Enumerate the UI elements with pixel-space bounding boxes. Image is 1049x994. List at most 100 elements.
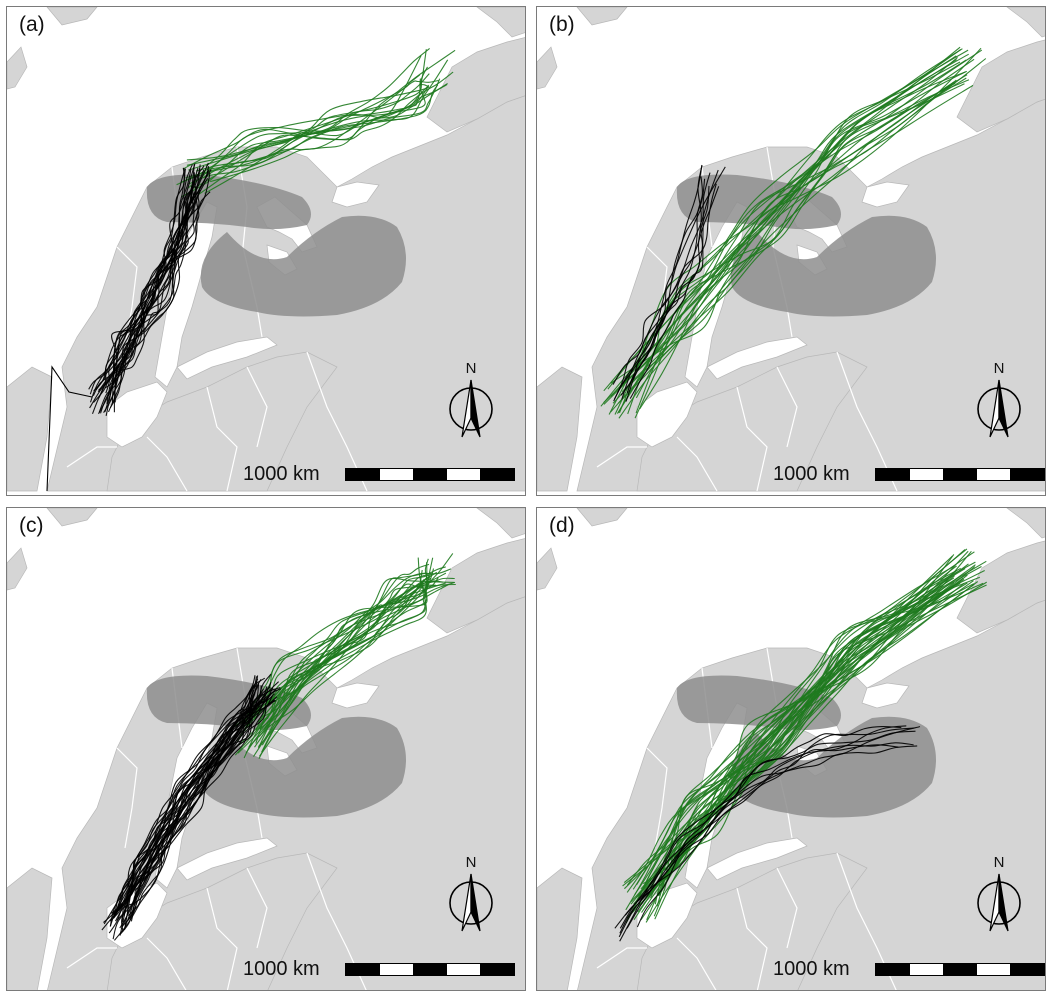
map-svg	[537, 508, 1045, 990]
country-border	[66, 446, 117, 468]
black-tracks	[612, 164, 726, 402]
north-label: N	[465, 854, 477, 871]
migration-track-green	[635, 58, 975, 399]
migration-track-black	[618, 726, 921, 938]
land-polygon	[537, 366, 583, 492]
country-border	[66, 947, 117, 969]
black-tracks	[101, 673, 282, 941]
migration-track-green	[188, 47, 430, 171]
country-border	[246, 867, 268, 949]
migration-track-black	[619, 726, 902, 942]
map-panel-a: (a) N 1000 km	[6, 6, 526, 496]
green-tracks	[176, 47, 456, 198]
land-polygon	[7, 46, 28, 90]
scale-bar	[345, 963, 515, 976]
water-polygon	[861, 181, 910, 208]
migration-track-green	[639, 79, 957, 410]
migration-track-black	[109, 188, 193, 402]
north-arrow-icon: N	[441, 360, 501, 442]
country-border	[246, 366, 268, 448]
north-label: N	[993, 360, 1005, 377]
migration-track-black	[101, 693, 275, 931]
land-polygon	[1006, 508, 1045, 539]
migration-track-black	[106, 164, 195, 405]
migration-track-black	[89, 169, 210, 395]
migration-track-green	[654, 576, 950, 920]
range-area	[200, 716, 406, 818]
water-polygon	[176, 837, 278, 881]
migration-track-green	[205, 83, 448, 167]
migration-track-green	[640, 577, 955, 906]
map-svg	[7, 508, 525, 990]
land-polygon	[956, 39, 1045, 133]
north-arrow-graphic	[449, 873, 493, 932]
map-panel-b: (b) N 1000 km	[536, 6, 1046, 496]
map-panel-c: (c) N 1000 km	[6, 507, 526, 991]
migration-track-green	[182, 55, 422, 170]
migration-track-black	[104, 187, 193, 389]
migration-track-green	[646, 582, 968, 921]
migration-track-black	[107, 164, 193, 413]
north-arrow-icon: N	[969, 854, 1029, 936]
land-polygon	[956, 540, 1045, 634]
migration-track-black	[98, 191, 211, 415]
land-polygon	[46, 508, 98, 527]
land-polygon	[7, 547, 28, 591]
range-area	[730, 716, 936, 818]
land-polygon	[1006, 7, 1045, 38]
land-polygon	[46, 7, 98, 26]
migration-track-green	[626, 560, 987, 893]
country-border	[776, 366, 798, 448]
scale-bar	[345, 468, 515, 481]
migration-track-black	[92, 167, 186, 396]
country-border	[676, 937, 717, 990]
water-polygon	[706, 336, 808, 380]
migration-track-black	[46, 365, 93, 492]
country-border	[596, 446, 647, 468]
migration-track-green	[242, 577, 439, 724]
migration-track-green	[186, 59, 449, 161]
migration-track-green	[634, 53, 969, 419]
scale-label: 1000 km	[773, 463, 850, 485]
north-arrow-graphic	[977, 873, 1021, 932]
north-label: N	[465, 360, 477, 377]
water-polygon	[106, 381, 168, 448]
green-tracks	[226, 553, 456, 759]
scale-label: 1000 km	[773, 958, 850, 980]
migration-track-black	[123, 686, 281, 930]
land-polygon	[576, 7, 628, 26]
land-polygon	[426, 37, 525, 133]
migration-track-black	[619, 745, 918, 934]
country-border	[116, 747, 138, 849]
migration-track-black	[88, 164, 201, 390]
north-arrow-graphic	[977, 379, 1021, 438]
land-polygon	[576, 508, 628, 527]
panel-label: (b)	[549, 13, 575, 36]
migration-track-black	[621, 186, 720, 400]
north-arrow-graphic	[449, 379, 493, 438]
scale-bar	[875, 468, 1045, 481]
black-tracks	[614, 725, 921, 942]
migration-track-black	[632, 172, 711, 380]
migration-track-green	[188, 84, 439, 185]
migration-track-green	[248, 576, 428, 748]
migration-track-green	[624, 586, 953, 890]
country-border	[646, 747, 668, 849]
migration-track-green	[245, 577, 455, 754]
migration-track-green	[616, 61, 961, 414]
migration-track-green	[621, 83, 965, 393]
range-area	[200, 215, 406, 317]
land-polygon	[7, 867, 53, 990]
migration-track-green	[261, 582, 422, 753]
scale-bar	[875, 963, 1045, 976]
migration-track-black	[109, 176, 195, 408]
migration-track-green	[258, 570, 428, 759]
migration-track-green	[238, 566, 446, 746]
scale-label: 1000 km	[243, 958, 320, 980]
migration-track-green	[622, 576, 981, 887]
range-area	[730, 215, 936, 317]
migration-track-green	[257, 583, 456, 749]
country-border	[206, 386, 238, 492]
migration-track-green	[618, 58, 987, 419]
green-tracks	[622, 548, 987, 923]
